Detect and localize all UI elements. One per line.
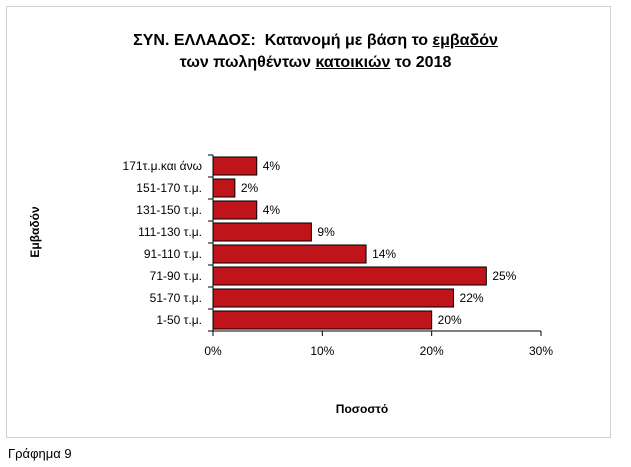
category-label: 131-150 τ.μ. [136,203,202,217]
bar [212,178,236,198]
x-tick-label: 30% [529,344,553,358]
x-tick-label: 20% [420,344,444,358]
data-label: 2% [241,181,259,195]
category-label: 71-90 τ.μ. [150,269,202,283]
data-label: 22% [460,291,484,305]
chart-title-line-2: των πωληθέντων κατοικιών το 2018 [0,53,631,73]
labels-group: 20% 1-50 τ.μ. 22% 51-70 τ.μ. 25% 71-90 τ.μ. 14… [123,159,554,358]
bar [212,222,312,242]
bar [212,266,487,286]
category-label: 1-50 τ.μ. [156,313,202,327]
title-segment: το 2018 [390,54,452,71]
chart-frame [6,6,611,438]
data-label: 20% [438,313,462,327]
bar [212,310,433,330]
x-tick-label: 0% [204,344,222,358]
category-label: 91-110 τ.μ. [144,247,202,261]
data-label: 14% [372,247,396,261]
title-segment-underlined: εμβαδόν [432,32,498,49]
data-label: 4% [263,159,281,173]
chart-title-line-1: ΣΥΝ. ΕΛΛΑΔΟΣ: Κατανομή με βάση το εμβαδό… [0,31,631,51]
bar [212,288,455,308]
data-label: 25% [492,269,516,283]
bars-group [212,156,487,330]
bar [212,156,258,176]
axes-group [208,154,542,336]
figure-caption: Γράφημα 9 [8,446,72,461]
y-axis-label: Εμβαδόν [28,206,42,258]
x-axis-label: Ποσοστό [336,402,388,416]
title-segment-underlined: κατοικιών [315,54,391,71]
category-label: 51-70 τ.μ. [150,291,202,305]
bar [212,200,258,220]
category-label: 171τ.μ.και άνω [123,159,202,173]
category-label: 151-170 τ.μ. [136,181,202,195]
data-label: 4% [263,203,281,217]
bar [212,244,367,264]
x-tick-label: 10% [310,344,334,358]
title-segment: των πωληθέντων [179,54,316,71]
category-label: 111-130 τ.μ. [138,225,202,239]
data-label: 9% [317,225,335,239]
title-segment: ΣΥΝ. ΕΛΛΑΔΟΣ: Κατανομή με βάση το [133,32,433,49]
